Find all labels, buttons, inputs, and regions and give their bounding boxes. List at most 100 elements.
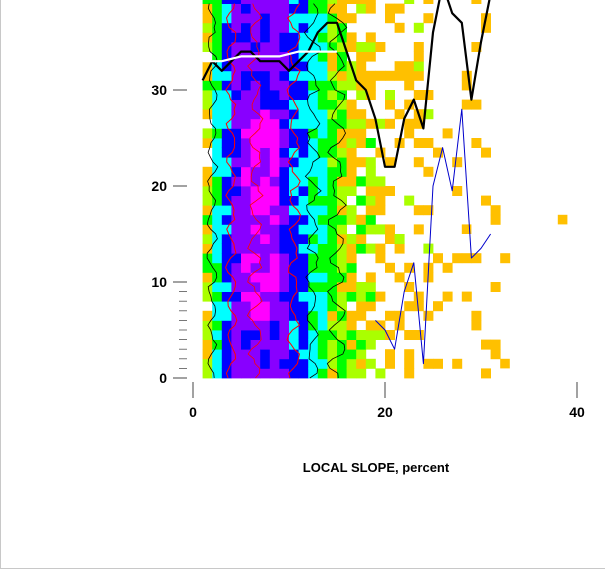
heatmap-cell [241,22,251,33]
heatmap-cell [413,301,424,312]
heatmap-cell [231,262,242,273]
heatmap-cell [289,195,299,206]
heatmap-cell [269,358,280,369]
heatmap-cell [289,301,299,312]
heatmap-cell [279,186,290,196]
heatmap-cell [202,90,213,100]
heatmap-cell [308,32,319,43]
heatmap-cell [241,320,251,331]
heatmap-cell [260,349,271,360]
heatmap-cell [356,61,367,72]
heatmap-cell [308,358,319,369]
heatmap-cell [231,330,242,340]
heatmap-cell [231,80,242,91]
heatmap-cell [231,282,242,292]
heatmap-cell [346,186,357,196]
heatmap-cell [231,32,242,43]
heatmap-cell [241,128,251,139]
heatmap-cell [231,13,242,24]
heatmap-cell [241,80,251,91]
heatmap-cell [308,118,319,129]
heatmap-cell [337,118,347,129]
heatmap-cell [394,234,405,244]
heatmap-cell [337,157,347,168]
series-lines [201,0,492,365]
heatmap-cell [269,234,280,244]
heatmap-cell [250,262,261,273]
heatmap-cell [356,90,367,100]
heatmap-cell [289,109,299,120]
heatmap-cell [298,70,309,81]
heatmap-cell [317,320,328,331]
heatmap-cell [327,166,338,177]
heatmap-cell [241,13,251,24]
heatmap-cell [202,70,213,81]
heatmap-cell [337,282,347,292]
heatmap-cell [327,205,338,216]
heatmap-cell [231,166,242,177]
heatmap-cell [231,42,242,52]
heatmap-cell [375,253,386,264]
heatmap-cell [221,282,232,292]
heatmap-cell [260,339,271,350]
heatmap-cell [356,51,367,62]
heatmap-cell [385,186,395,196]
heatmap-cell [260,157,271,168]
heatmap-cell [327,138,338,148]
heatmap-cell [260,320,271,331]
heatmap-cell [298,195,309,206]
y-tick-label: 0 [159,370,167,386]
heatmap-cell [221,339,232,350]
heatmap-cell [346,253,357,264]
heatmap-cell [394,243,405,254]
heatmap-cell [337,272,347,283]
heatmap-cell [433,253,443,264]
heatmap-cell [365,330,376,340]
heatmap-cell [289,42,299,52]
heatmap-cell [279,291,290,302]
heatmap-cell [260,166,271,177]
heatmap-cell [308,310,319,321]
heatmap-cell [365,243,376,254]
heatmap-cell [481,147,491,158]
heatmap-cell [221,272,232,283]
heatmap-cell [385,90,395,100]
heatmap-cell [279,90,290,100]
heatmap-cell [356,70,367,81]
heatmap-cell [298,310,309,321]
contour-line-red [246,3,264,379]
heatmap-cell [327,320,338,331]
heatmap-cell [221,51,232,62]
heatmap-cell [385,3,395,14]
heatmap-cell [279,99,290,110]
heatmap-cell [221,80,232,91]
heatmap-cell [250,42,261,52]
heatmap-cell [346,109,357,120]
heatmap-cell [241,234,251,244]
heatmap-cell [356,310,367,321]
heatmap-cell [279,22,290,33]
heatmap-cell [298,186,309,196]
heatmap-cell [375,147,386,158]
heatmap-cell [260,205,271,216]
heatmap-cell [289,262,299,273]
heatmap-cell [337,138,347,148]
heatmap-cell [385,262,395,273]
heatmap-cell [298,243,309,254]
heatmap-cell [202,243,213,254]
heatmap-cell [298,0,309,4]
heatmap-cell [337,224,347,235]
heatmap-cell [327,42,338,52]
heatmap-cell [327,262,338,273]
heatmap-cell [317,109,328,120]
heatmap-cell [269,0,280,4]
heatmap-cell [260,22,271,33]
heatmap-cell [250,339,261,350]
heatmap-cell [269,205,280,216]
heatmap-cell [317,118,328,129]
heatmap-cell [452,157,463,168]
heatmap-cell [298,176,309,187]
heatmap-cell [221,349,232,360]
heatmap-cell [481,339,491,350]
